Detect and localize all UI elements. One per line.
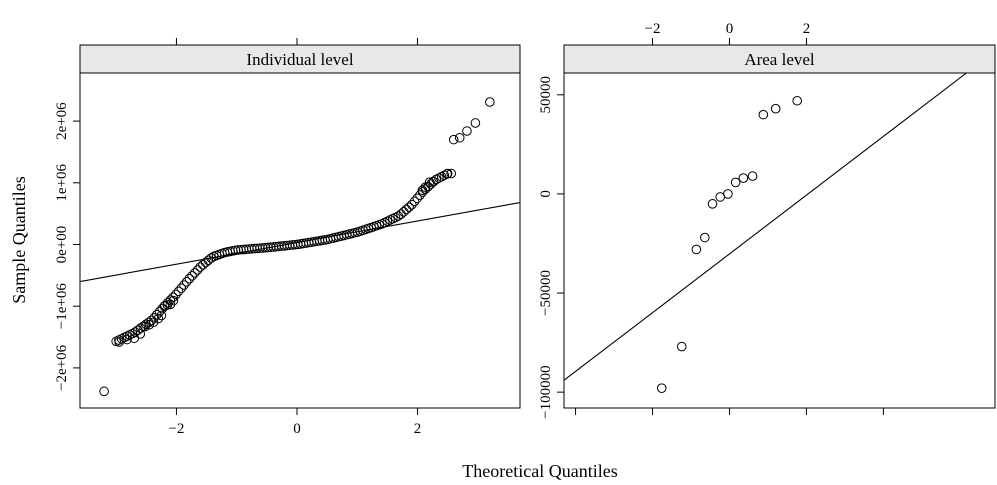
data-points bbox=[656, 95, 803, 393]
data-point bbox=[462, 126, 472, 136]
qq-reference-line bbox=[80, 202, 520, 283]
data-point bbox=[181, 277, 192, 287]
y-tick-label: 0 bbox=[538, 190, 554, 198]
data-point bbox=[156, 310, 167, 321]
x-tick-label-top: −2 bbox=[645, 21, 661, 37]
data-point bbox=[157, 303, 168, 314]
data-point bbox=[415, 190, 425, 200]
data-point bbox=[135, 329, 146, 339]
data-point bbox=[691, 244, 702, 255]
data-point bbox=[412, 193, 423, 204]
data-point bbox=[192, 265, 203, 275]
data-point bbox=[398, 207, 409, 217]
data-point bbox=[198, 259, 208, 270]
data-point bbox=[149, 312, 159, 323]
plot-frame bbox=[563, 72, 996, 409]
data-point bbox=[187, 270, 197, 281]
data-point bbox=[700, 232, 710, 243]
data-point bbox=[434, 173, 444, 183]
plot-frame bbox=[79, 72, 521, 409]
data-point bbox=[190, 268, 200, 278]
x-tick-label: 0 bbox=[293, 421, 301, 437]
data-point bbox=[99, 386, 109, 397]
data-point bbox=[168, 295, 179, 306]
data-point bbox=[428, 176, 439, 187]
data-point bbox=[179, 280, 189, 290]
data-point bbox=[401, 204, 412, 215]
data-point bbox=[792, 95, 803, 106]
data-point bbox=[770, 103, 781, 114]
data-point bbox=[146, 315, 157, 326]
data-point bbox=[448, 134, 459, 145]
data-point bbox=[184, 273, 195, 284]
data-points bbox=[99, 97, 495, 397]
data-point bbox=[409, 196, 420, 207]
data-point bbox=[176, 283, 187, 293]
data-point bbox=[393, 211, 404, 221]
data-point bbox=[396, 209, 406, 219]
y-axis-title: Sample Quantiles bbox=[9, 176, 29, 303]
data-point bbox=[417, 185, 428, 196]
data-point bbox=[656, 383, 667, 393]
data-point bbox=[442, 168, 453, 179]
data-point bbox=[431, 174, 442, 185]
data-point bbox=[707, 199, 718, 209]
data-point bbox=[140, 321, 150, 332]
x-tick-label-top: 2 bbox=[803, 21, 811, 37]
x-tick-label: −2 bbox=[168, 421, 184, 437]
y-tick-label: 50000 bbox=[538, 76, 554, 114]
y-tick-label: −1e+06 bbox=[54, 283, 70, 330]
strip-header bbox=[563, 44, 996, 74]
y-tick-label: −50000 bbox=[538, 270, 554, 316]
data-point bbox=[168, 292, 178, 303]
x-tick-label: 2 bbox=[414, 421, 422, 437]
strip-title: Individual level bbox=[246, 50, 353, 69]
data-point bbox=[676, 341, 687, 352]
data-point bbox=[747, 171, 758, 181]
data-point bbox=[758, 109, 769, 120]
data-point bbox=[206, 253, 216, 263]
data-point bbox=[436, 171, 447, 182]
data-point bbox=[127, 328, 138, 339]
data-point bbox=[730, 177, 741, 188]
qq-reference-line bbox=[564, 73, 967, 381]
data-point bbox=[171, 289, 181, 300]
data-point bbox=[173, 286, 184, 297]
data-point bbox=[738, 173, 749, 183]
y-tick-label: −100000 bbox=[538, 365, 554, 418]
data-point bbox=[122, 334, 132, 345]
data-point bbox=[424, 177, 435, 187]
data-point bbox=[723, 189, 733, 199]
y-tick-label: 0e+00 bbox=[54, 226, 70, 264]
data-point bbox=[153, 313, 164, 324]
x-axis-title: Theoretical Quantiles bbox=[462, 461, 617, 481]
data-point bbox=[485, 97, 495, 107]
data-point bbox=[470, 118, 481, 128]
y-tick-label: 1e+06 bbox=[54, 164, 70, 202]
data-point bbox=[404, 202, 414, 212]
panel-area-level: Area level −2 0 2 −100000 −50000 0 50000 bbox=[538, 21, 996, 419]
data-point bbox=[454, 132, 465, 143]
y-tick-label: 2e+06 bbox=[54, 102, 70, 140]
data-point bbox=[446, 168, 457, 179]
panel-individual-level: Individual level −2 0 2 −2e+06 −1e+06 0e+00 1e+… bbox=[54, 38, 521, 437]
x-tick-label-top: 0 bbox=[726, 21, 734, 37]
data-point bbox=[407, 199, 417, 210]
y-tick-label: −2e+06 bbox=[54, 344, 70, 391]
data-point bbox=[425, 179, 436, 189]
strip-title: Area level bbox=[744, 50, 815, 69]
strip-header bbox=[79, 44, 521, 74]
data-point bbox=[148, 317, 159, 328]
